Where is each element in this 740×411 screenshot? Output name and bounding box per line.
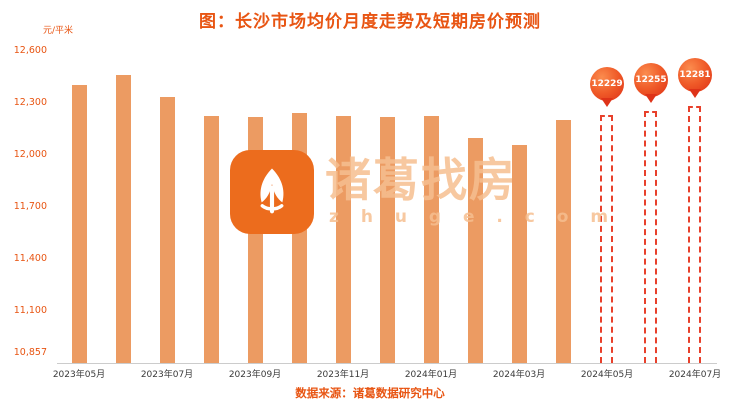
bar <box>247 117 263 363</box>
bar <box>115 75 131 363</box>
bar <box>555 120 571 363</box>
forecast-balloon: 12281 <box>678 58 712 92</box>
bar <box>159 97 175 363</box>
forecast-bar <box>599 115 613 363</box>
data-source-label: 数据来源：诸葛数据研究中心 <box>295 386 445 400</box>
bar <box>203 116 219 363</box>
x-axis-tick-label: 2024年03月 <box>492 370 546 380</box>
x-axis-tick-label: 2024年01月 <box>404 370 458 380</box>
y-axis-tick-label: 12,000 <box>13 149 47 160</box>
x-axis-tick-label: 2024年07月 <box>668 370 722 380</box>
y-axis-tick-label: 12,600 <box>13 45 47 56</box>
x-axis-tick-label: 2024年05月 <box>580 370 634 380</box>
y-axis-tick-label: 11,700 <box>13 201 47 212</box>
y-axis-tick-label: 11,400 <box>13 253 47 264</box>
bar <box>467 138 483 363</box>
y-axis-tick-label: 10,857 <box>13 347 47 359</box>
x-axis-tick-label: 2023年11月 <box>316 370 370 380</box>
plot-area: 12,600 12,300 12,000 11,700 11,400 11,100 10,8… <box>14 45 721 380</box>
forecast-balloon: 12255 <box>634 63 668 97</box>
bar <box>71 85 87 363</box>
x-axis-tick-label: 2023年09月 <box>228 370 282 380</box>
bar <box>335 116 351 363</box>
x-axis-tick-label: 2023年05月 <box>52 370 106 380</box>
y-axis-tick-label: 11,100 <box>13 305 47 316</box>
forecast-bar <box>643 111 657 363</box>
forecast-bar <box>687 106 701 363</box>
x-axis-tick-label: 2023年07月 <box>140 370 194 380</box>
bar <box>423 116 439 363</box>
forecast-balloon: 12229 <box>590 67 624 101</box>
y-axis-unit-label: 元/平米 <box>43 26 74 36</box>
chart-title: 图：长沙市场均价月度走势及短期房价预测 <box>199 12 541 32</box>
bar <box>379 117 395 363</box>
y-axis-tick-label: 12,300 <box>13 97 47 108</box>
bar <box>511 145 527 363</box>
bar <box>291 113 307 363</box>
